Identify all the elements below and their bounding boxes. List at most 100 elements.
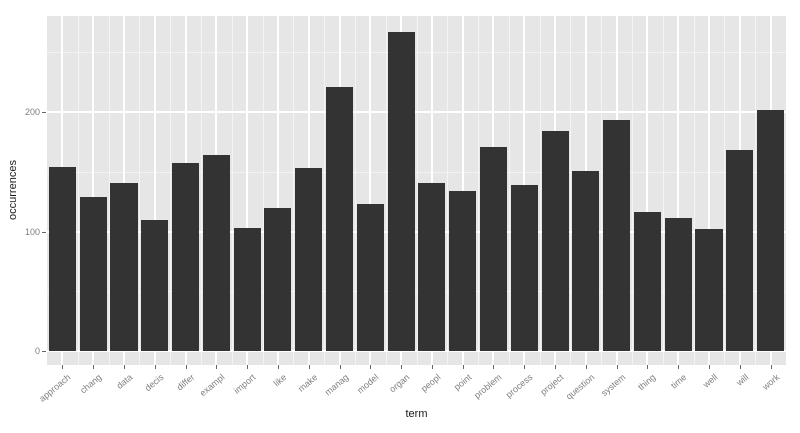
x-tick-mark <box>431 365 433 369</box>
x-tick-label: will <box>734 372 751 388</box>
gridline-v-minor <box>231 16 233 365</box>
gridline-v-minor <box>570 16 572 365</box>
gridline-v-minor <box>508 16 510 365</box>
plot-panel <box>47 16 786 365</box>
bar-problem <box>479 146 508 351</box>
x-axis-title: term <box>405 408 428 420</box>
x-tick-mark <box>62 365 64 369</box>
bar-organ <box>387 31 415 351</box>
x-tick-mark <box>462 365 464 369</box>
bar-decis <box>141 219 169 351</box>
x-tick-label: like <box>271 372 289 389</box>
x-tick-label: data <box>114 372 135 391</box>
gridline-v-minor <box>200 16 202 365</box>
y-axis-title: occurrences <box>7 160 19 220</box>
bar-system <box>603 120 631 351</box>
x-tick-mark <box>401 365 403 369</box>
bar-approach <box>48 166 76 351</box>
x-tick-mark <box>739 365 741 369</box>
x-tick-label: make <box>295 372 320 394</box>
gridline-v-minor <box>539 16 541 365</box>
x-tick-label: differ <box>174 372 196 393</box>
bar-chang <box>79 196 107 351</box>
bar-time <box>664 218 692 351</box>
gridline-v-major <box>153 16 156 365</box>
gridline-v-minor <box>108 16 110 365</box>
x-tick-label: question <box>563 372 597 402</box>
gridline-v-major <box>369 16 372 365</box>
x-tick-label: approach <box>37 372 73 404</box>
x-tick-mark <box>216 365 218 369</box>
gridline-v-major <box>708 16 711 365</box>
gridline-v-minor <box>385 16 387 365</box>
gridline-v-major <box>92 16 95 365</box>
x-tick-mark <box>339 365 341 369</box>
gridline-v-minor <box>632 16 634 365</box>
gridline-v-minor <box>724 16 726 365</box>
bar-will <box>726 150 754 351</box>
x-tick-mark <box>678 365 680 369</box>
gridline-v-major <box>246 16 249 365</box>
bar-exampl <box>202 155 230 351</box>
gridline-v-major <box>677 16 680 365</box>
gridline-v-minor <box>170 16 172 365</box>
x-tick-label: peopl <box>419 372 443 394</box>
gridline-v-minor <box>755 16 757 365</box>
bar-manag <box>325 86 354 351</box>
x-tick-label: model <box>355 372 381 396</box>
gridline-v-minor <box>293 16 295 365</box>
x-tick-mark <box>123 365 125 369</box>
bar-thing <box>633 212 661 351</box>
x-tick-label: well <box>701 372 720 390</box>
bar-question <box>572 170 600 351</box>
y-tick-label: 100 <box>24 226 40 237</box>
x-tick-mark <box>585 365 587 369</box>
x-tick-mark <box>93 365 95 369</box>
gridline-v-minor <box>139 16 141 365</box>
gridline-v-minor <box>324 16 326 365</box>
bar-model <box>356 204 384 351</box>
bar-well <box>695 229 723 351</box>
x-tick-label: project <box>538 372 566 398</box>
x-tick-mark <box>154 365 156 369</box>
x-tick-label: import <box>231 372 258 396</box>
gridline-v-minor <box>693 16 695 365</box>
bar-point <box>449 190 477 351</box>
x-tick-mark <box>555 365 557 369</box>
x-tick-label: point <box>451 372 474 393</box>
gridline-v-major <box>646 16 649 365</box>
x-tick-label: system <box>598 372 628 398</box>
y-tick-mark <box>42 351 46 352</box>
x-tick-mark <box>185 365 187 369</box>
x-tick-mark <box>493 365 495 369</box>
x-tick-label: work <box>760 372 782 392</box>
bar-make <box>295 168 323 351</box>
x-tick-mark <box>770 365 772 369</box>
bar-data <box>110 182 138 351</box>
gridline-v-major <box>276 16 279 365</box>
x-tick-mark <box>647 365 649 369</box>
x-tick-label: decis <box>142 372 166 394</box>
bar-import <box>233 227 261 351</box>
x-tick-mark <box>247 365 249 369</box>
gridline-v-major <box>461 16 464 365</box>
x-tick-label: time <box>669 372 689 391</box>
gridline-v-minor <box>262 16 264 365</box>
y-tick-mark <box>42 112 46 113</box>
x-tick-mark <box>524 365 526 369</box>
gridline-v-minor <box>601 16 603 365</box>
y-tick-label: 200 <box>24 107 40 117</box>
bar-differ <box>172 163 200 351</box>
gridline-v-minor <box>416 16 418 365</box>
bar-project <box>541 131 569 351</box>
x-tick-mark <box>709 365 711 369</box>
x-tick-label: exampl <box>198 372 227 399</box>
bar-process <box>510 184 538 351</box>
x-tick-label: chang <box>78 372 104 396</box>
y-tick-mark <box>42 231 46 233</box>
bar-like <box>264 207 292 351</box>
x-tick-mark <box>277 365 279 369</box>
x-tick-label: organ <box>387 372 412 395</box>
x-tick-label: problem <box>472 372 504 401</box>
